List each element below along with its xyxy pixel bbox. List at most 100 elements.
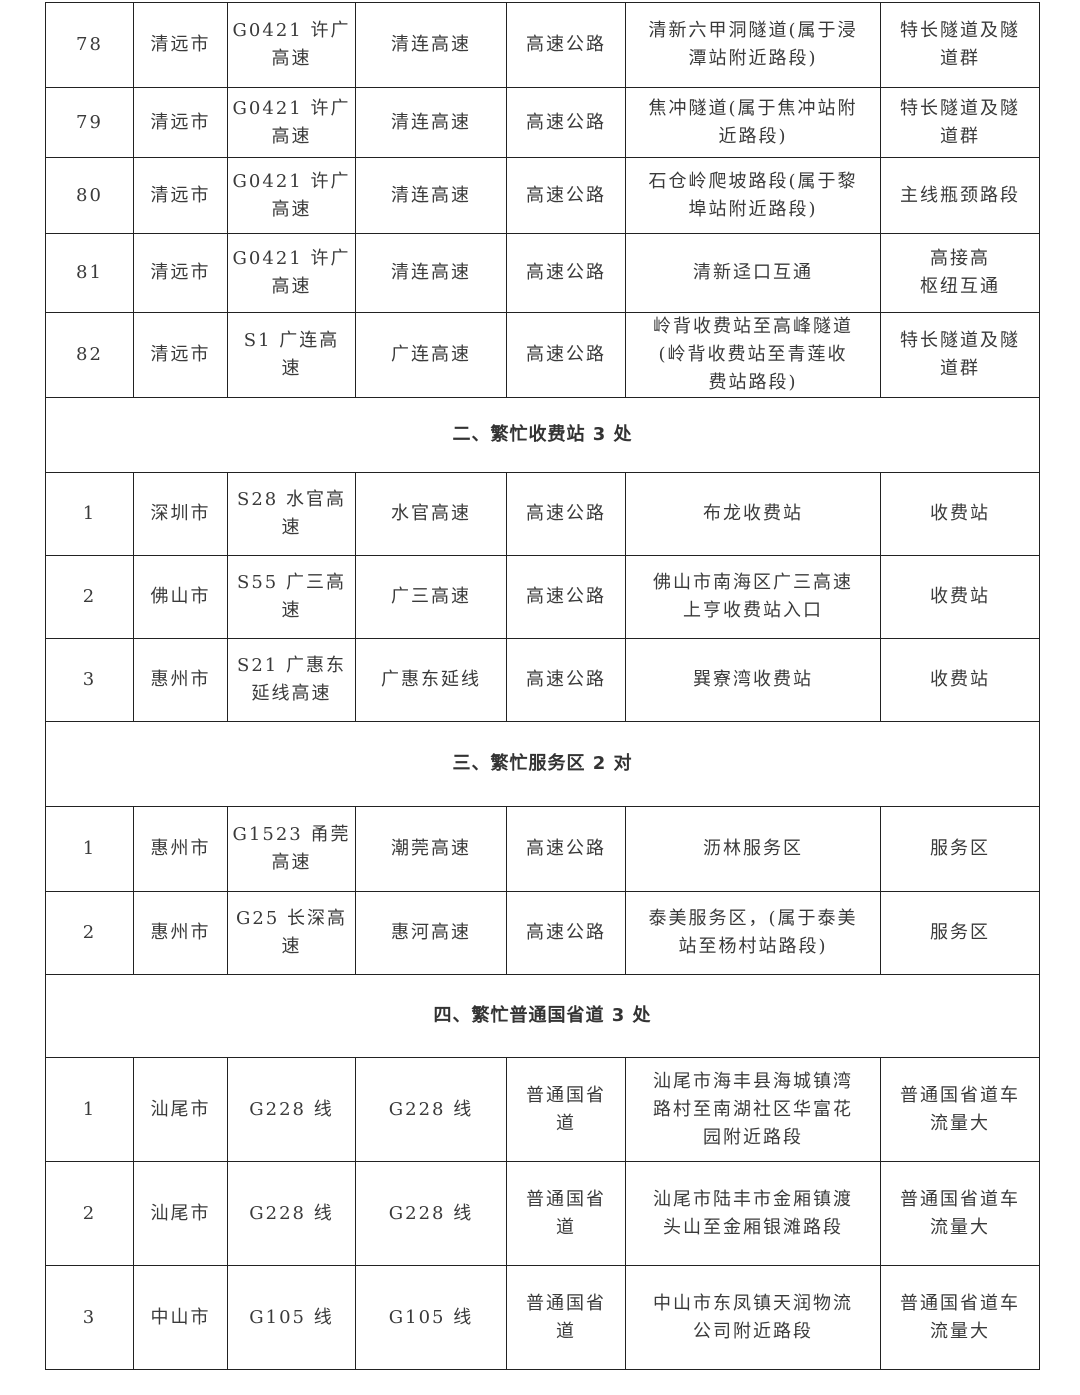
table-row: 79 清远市 G0421 许广 高速 清连高速 高速公路 焦冲隧道(属于焦冲站附 近路段)… xyxy=(45,87,1040,158)
table-row: 1 惠州市 G1523 甬莞 高速 潮莞高速 高速公路 沥林服务区 服务区 xyxy=(45,806,1040,892)
cell-route-number: S1 广连高 速 xyxy=(227,312,356,398)
cell-category: 普通国省道车 流量大 xyxy=(880,1265,1040,1370)
section-header-row: 三、繁忙服务区 2 对 xyxy=(45,721,1040,807)
cell-road-name: 清连高速 xyxy=(355,2,507,88)
section-title: 四、繁忙普通国省道 3 处 xyxy=(45,974,1040,1058)
table-row: 80 清远市 G0421 许广 高速 清连高速 高速公路 石仓岭爬坡路段(属于黎 埠站附近… xyxy=(45,157,1040,234)
table-row: 78 清远市 G0421 许广 高速 清连高速 高速公路 清新六甲洞隧道(属于浸 潭站附近… xyxy=(45,2,1040,88)
cell-location: 布龙收费站 xyxy=(625,472,881,556)
cell-location: 汕尾市海丰县海城镇湾 路村至南湖社区华富花 园附近路段 xyxy=(625,1057,881,1162)
cell-road-name: 水官高速 xyxy=(355,472,507,556)
cell-road-type: 高速公路 xyxy=(506,555,626,639)
cell-index: 81 xyxy=(45,233,134,313)
cell-index: 2 xyxy=(45,1161,134,1266)
cell-city: 中山市 xyxy=(133,1265,228,1370)
cell-location: 焦冲隧道(属于焦冲站附 近路段) xyxy=(625,87,881,158)
cell-road-type: 高速公路 xyxy=(506,312,626,398)
cell-index: 3 xyxy=(45,638,134,722)
cell-route-number: S28 水官高 速 xyxy=(227,472,356,556)
cell-route-number: S55 广三高 速 xyxy=(227,555,356,639)
cell-location: 汕尾市陆丰市金厢镇渡 头山至金厢银滩路段 xyxy=(625,1161,881,1266)
cell-location: 石仓岭爬坡路段(属于黎 埠站附近路段) xyxy=(625,157,881,234)
cell-route-number: G25 长深高 速 xyxy=(227,891,356,975)
table-row: 81 清远市 G0421 许广 高速 清连高速 高速公路 清新迳口互通 高接高 枢纽互通 xyxy=(45,233,1040,313)
cell-category: 收费站 xyxy=(880,638,1040,722)
cell-category: 收费站 xyxy=(880,555,1040,639)
cell-city: 深圳市 xyxy=(133,472,228,556)
cell-city: 汕尾市 xyxy=(133,1161,228,1266)
cell-location: 沥林服务区 xyxy=(625,806,881,892)
cell-road-type: 高速公路 xyxy=(506,157,626,234)
cell-road-name: 清连高速 xyxy=(355,87,507,158)
cell-category: 普通国省道车 流量大 xyxy=(880,1057,1040,1162)
cell-city: 惠州市 xyxy=(133,638,228,722)
section-header-row: 二、繁忙收费站 3 处 xyxy=(45,397,1040,473)
cell-road-name: G105 线 xyxy=(355,1265,507,1370)
cell-road-type: 高速公路 xyxy=(506,2,626,88)
cell-city: 惠州市 xyxy=(133,891,228,975)
table-row: 3 惠州市 S21 广惠东 延线高速 广惠东延线 高速公路 巽寮湾收费站 收费站 xyxy=(45,638,1040,722)
cell-city: 清远市 xyxy=(133,233,228,313)
cell-index: 79 xyxy=(45,87,134,158)
cell-category: 特长隧道及隧 道群 xyxy=(880,312,1040,398)
cell-location: 清新六甲洞隧道(属于浸 潭站附近路段) xyxy=(625,2,881,88)
cell-city: 佛山市 xyxy=(133,555,228,639)
cell-category: 特长隧道及隧 道群 xyxy=(880,2,1040,88)
cell-road-name: 广三高速 xyxy=(355,555,507,639)
cell-road-name: 广惠东延线 xyxy=(355,638,507,722)
cell-location: 清新迳口互通 xyxy=(625,233,881,313)
cell-index: 2 xyxy=(45,891,134,975)
cell-location: 泰美服务区，(属于泰美 站至杨村站路段) xyxy=(625,891,881,975)
cell-road-type: 普通国省 道 xyxy=(506,1161,626,1266)
cell-category: 高接高 枢纽互通 xyxy=(880,233,1040,313)
cell-index: 82 xyxy=(45,312,134,398)
cell-index: 1 xyxy=(45,472,134,556)
cell-city: 清远市 xyxy=(133,157,228,234)
cell-road-name: 惠河高速 xyxy=(355,891,507,975)
cell-route-number: G0421 许广 高速 xyxy=(227,2,356,88)
cell-route-number: G0421 许广 高速 xyxy=(227,233,356,313)
table-body: 78 清远市 G0421 许广 高速 清连高速 高速公路 清新六甲洞隧道(属于浸 潭站附近… xyxy=(45,2,1040,1370)
cell-route-number: G105 线 xyxy=(227,1265,356,1370)
cell-road-type: 高速公路 xyxy=(506,472,626,556)
table-row: 82 清远市 S1 广连高 速广连高速 高速公路 岭背收费站至高峰隧道 (岭背收费站至青… xyxy=(45,312,1040,398)
cell-city: 惠州市 xyxy=(133,806,228,892)
cell-index: 3 xyxy=(45,1265,134,1370)
cell-road-type: 高速公路 xyxy=(506,87,626,158)
table-row: 3 中山市 G105 线 G105 线普通国省 道中山市东凤镇天润物流 公司附近路段普… xyxy=(45,1265,1040,1370)
cell-route-number: G0421 许广 高速 xyxy=(227,157,356,234)
cell-road-name: 潮莞高速 xyxy=(355,806,507,892)
section-title: 三、繁忙服务区 2 对 xyxy=(45,721,1040,807)
cell-road-name: 清连高速 xyxy=(355,233,507,313)
table-row: 1 深圳市 S28 水官高 速水官高速 高速公路 布龙收费站 收费站 xyxy=(45,472,1040,556)
cell-route-number: G1523 甬莞 高速 xyxy=(227,806,356,892)
cell-index: 1 xyxy=(45,1057,134,1162)
cell-city: 汕尾市 xyxy=(133,1057,228,1162)
cell-category: 普通国省道车 流量大 xyxy=(880,1161,1040,1266)
cell-location: 岭背收费站至高峰隧道 (岭背收费站至青莲收 费站路段) xyxy=(625,312,881,398)
cell-road-name: G228 线 xyxy=(355,1057,507,1162)
cell-road-type: 高速公路 xyxy=(506,638,626,722)
cell-road-type: 普通国省 道 xyxy=(506,1057,626,1162)
table-row: 2 汕尾市 G228 线 G228 线普通国省 道汕尾市陆丰市金厢镇渡 头山至金厢银滩… xyxy=(45,1161,1040,1266)
cell-road-type: 普通国省 道 xyxy=(506,1265,626,1370)
cell-category: 收费站 xyxy=(880,472,1040,556)
cell-road-name: G228 线 xyxy=(355,1161,507,1266)
table-row: 2 惠州市 G25 长深高 速惠河高速 高速公路 泰美服务区，(属于泰美 站至杨村站路段… xyxy=(45,891,1040,975)
cell-road-name: 广连高速 xyxy=(355,312,507,398)
section-title: 二、繁忙收费站 3 处 xyxy=(45,397,1040,473)
table-row: 1 汕尾市 G228 线 G228 线普通国省 道汕尾市海丰县海城镇湾 路村至南湖社区… xyxy=(45,1057,1040,1162)
cell-route-number: G228 线 xyxy=(227,1057,356,1162)
section-header-row: 四、繁忙普通国省道 3 处 xyxy=(45,974,1040,1058)
cell-location: 佛山市南海区广三高速 上亨收费站入口 xyxy=(625,555,881,639)
cell-category: 特长隧道及隧 道群 xyxy=(880,87,1040,158)
cell-road-type: 高速公路 xyxy=(506,806,626,892)
cell-route-number: G228 线 xyxy=(227,1161,356,1266)
cell-location: 巽寮湾收费站 xyxy=(625,638,881,722)
cell-category: 服务区 xyxy=(880,891,1040,975)
cell-road-type: 高速公路 xyxy=(506,233,626,313)
cell-index: 80 xyxy=(45,157,134,234)
cell-index: 2 xyxy=(45,555,134,639)
table-row: 2 佛山市 S55 广三高 速广三高速 高速公路 佛山市南海区广三高速 上亨收费站入口收… xyxy=(45,555,1040,639)
cell-index: 78 xyxy=(45,2,134,88)
